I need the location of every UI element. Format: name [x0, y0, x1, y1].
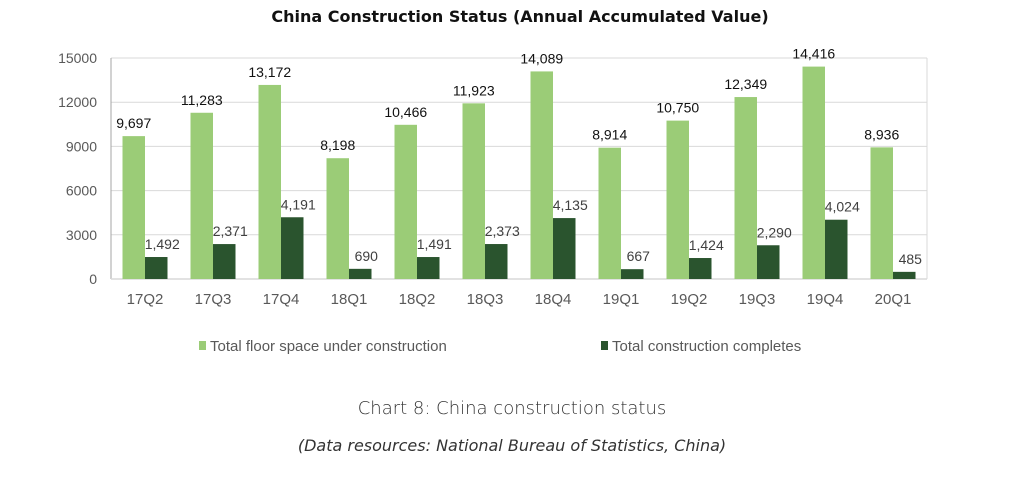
- data-label: 485: [899, 251, 923, 267]
- bar-completes: [213, 244, 236, 279]
- bar-floor-space: [462, 103, 485, 279]
- x-tick-label: 19Q1: [603, 291, 640, 308]
- bar-floor-space: [666, 120, 689, 279]
- bar-completes: [825, 219, 848, 279]
- data-label: 14,416: [792, 46, 835, 62]
- data-label: 10,750: [656, 100, 699, 116]
- x-tick-label: 19Q4: [807, 291, 844, 308]
- legend-label: Total construction completes: [612, 338, 801, 355]
- bar-completes: [485, 244, 508, 279]
- data-label: 8,914: [592, 127, 627, 143]
- x-tick-label: 19Q2: [671, 291, 708, 308]
- bar-floor-space: [190, 112, 213, 280]
- data-label: 1,424: [689, 237, 724, 253]
- bar-floor-space: [734, 97, 757, 279]
- bar-completes: [145, 257, 168, 279]
- x-tick-label: 20Q1: [875, 291, 912, 308]
- legend-label: Total floor space under construction: [210, 338, 447, 355]
- figure-source: (Data resources: National Bureau of Stat…: [297, 436, 727, 455]
- y-tick-label: 6000: [66, 183, 97, 199]
- y-tick-label: 0: [89, 271, 97, 287]
- gridlines: [111, 57, 928, 279]
- x-tick-label: 17Q4: [263, 291, 300, 308]
- legend-swatch: [601, 341, 608, 350]
- bar-floor-space: [598, 147, 621, 279]
- y-tick-label: 9000: [66, 138, 97, 154]
- y-tick-label: 3000: [66, 227, 97, 243]
- data-label: 11,283: [181, 92, 223, 108]
- x-tick-label: 18Q1: [331, 291, 368, 308]
- y-tick-label: 15000: [58, 50, 97, 66]
- data-label: 1,491: [417, 236, 452, 252]
- data-label: 667: [627, 248, 651, 264]
- bar-floor-space: [530, 71, 553, 280]
- bar-completes: [893, 271, 916, 279]
- figure-caption: Chart 8: China construction status: [357, 398, 667, 419]
- x-tick-label: 17Q2: [127, 291, 164, 308]
- x-axis: 17Q2 17Q3 17Q4 18Q1 18Q2 18Q3 18Q4 19Q1 19Q2 19Q3…: [127, 291, 912, 308]
- bar-completes: [349, 268, 372, 279]
- data-label: 4,135: [553, 197, 588, 213]
- x-tick-label: 17Q3: [195, 291, 232, 308]
- data-label: 2,290: [757, 224, 792, 240]
- y-tick-label: 12000: [58, 94, 97, 110]
- bar-floor-space: [870, 147, 893, 279]
- bar-floor-space: [258, 84, 281, 280]
- bar-floor-space: [394, 124, 417, 279]
- bar-completes: [417, 257, 440, 279]
- x-tick-label: 18Q2: [399, 291, 436, 308]
- legend-swatch: [199, 341, 206, 350]
- bar-completes: [621, 269, 644, 279]
- data-label: 13,172: [248, 64, 291, 80]
- data-label: 2,373: [485, 223, 520, 239]
- data-label: 12,349: [724, 76, 767, 92]
- data-label: 4,024: [825, 199, 860, 215]
- data-label: 8,198: [320, 137, 355, 153]
- data-label: 1,492: [145, 236, 180, 252]
- x-tick-label: 19Q3: [739, 291, 776, 308]
- bar-floor-space: [802, 66, 825, 279]
- data-label: 2,371: [213, 223, 248, 239]
- data-label: 8,936: [864, 126, 899, 142]
- bar-floor-space: [122, 136, 145, 279]
- bar-completes: [757, 245, 780, 279]
- chart: China Construction Status (Annual Accumu…: [58, 7, 928, 355]
- bar-completes: [689, 258, 712, 279]
- data-label: 10,466: [384, 104, 427, 120]
- bar-completes: [553, 218, 576, 279]
- data-label: 9,697: [116, 115, 151, 131]
- data-label: 690: [355, 248, 379, 264]
- chart-title: China Construction Status (Annual Accumu…: [271, 7, 768, 26]
- x-tick-label: 18Q3: [467, 291, 504, 308]
- bar-floor-space: [326, 158, 349, 279]
- legend: Total floor space under construction Tota…: [199, 338, 801, 355]
- bar-completes: [281, 217, 304, 279]
- x-tick-label: 18Q4: [535, 291, 572, 308]
- data-label: 4,191: [281, 196, 316, 212]
- data-label: 11,923: [453, 82, 495, 98]
- y-axis: 0 3000 6000 9000 12000 15000: [58, 50, 927, 287]
- bars: 9,697 1,492 11,283 2,371 13,172 4,191 8,198 690…: [116, 46, 923, 280]
- data-label: 14,089: [520, 50, 563, 66]
